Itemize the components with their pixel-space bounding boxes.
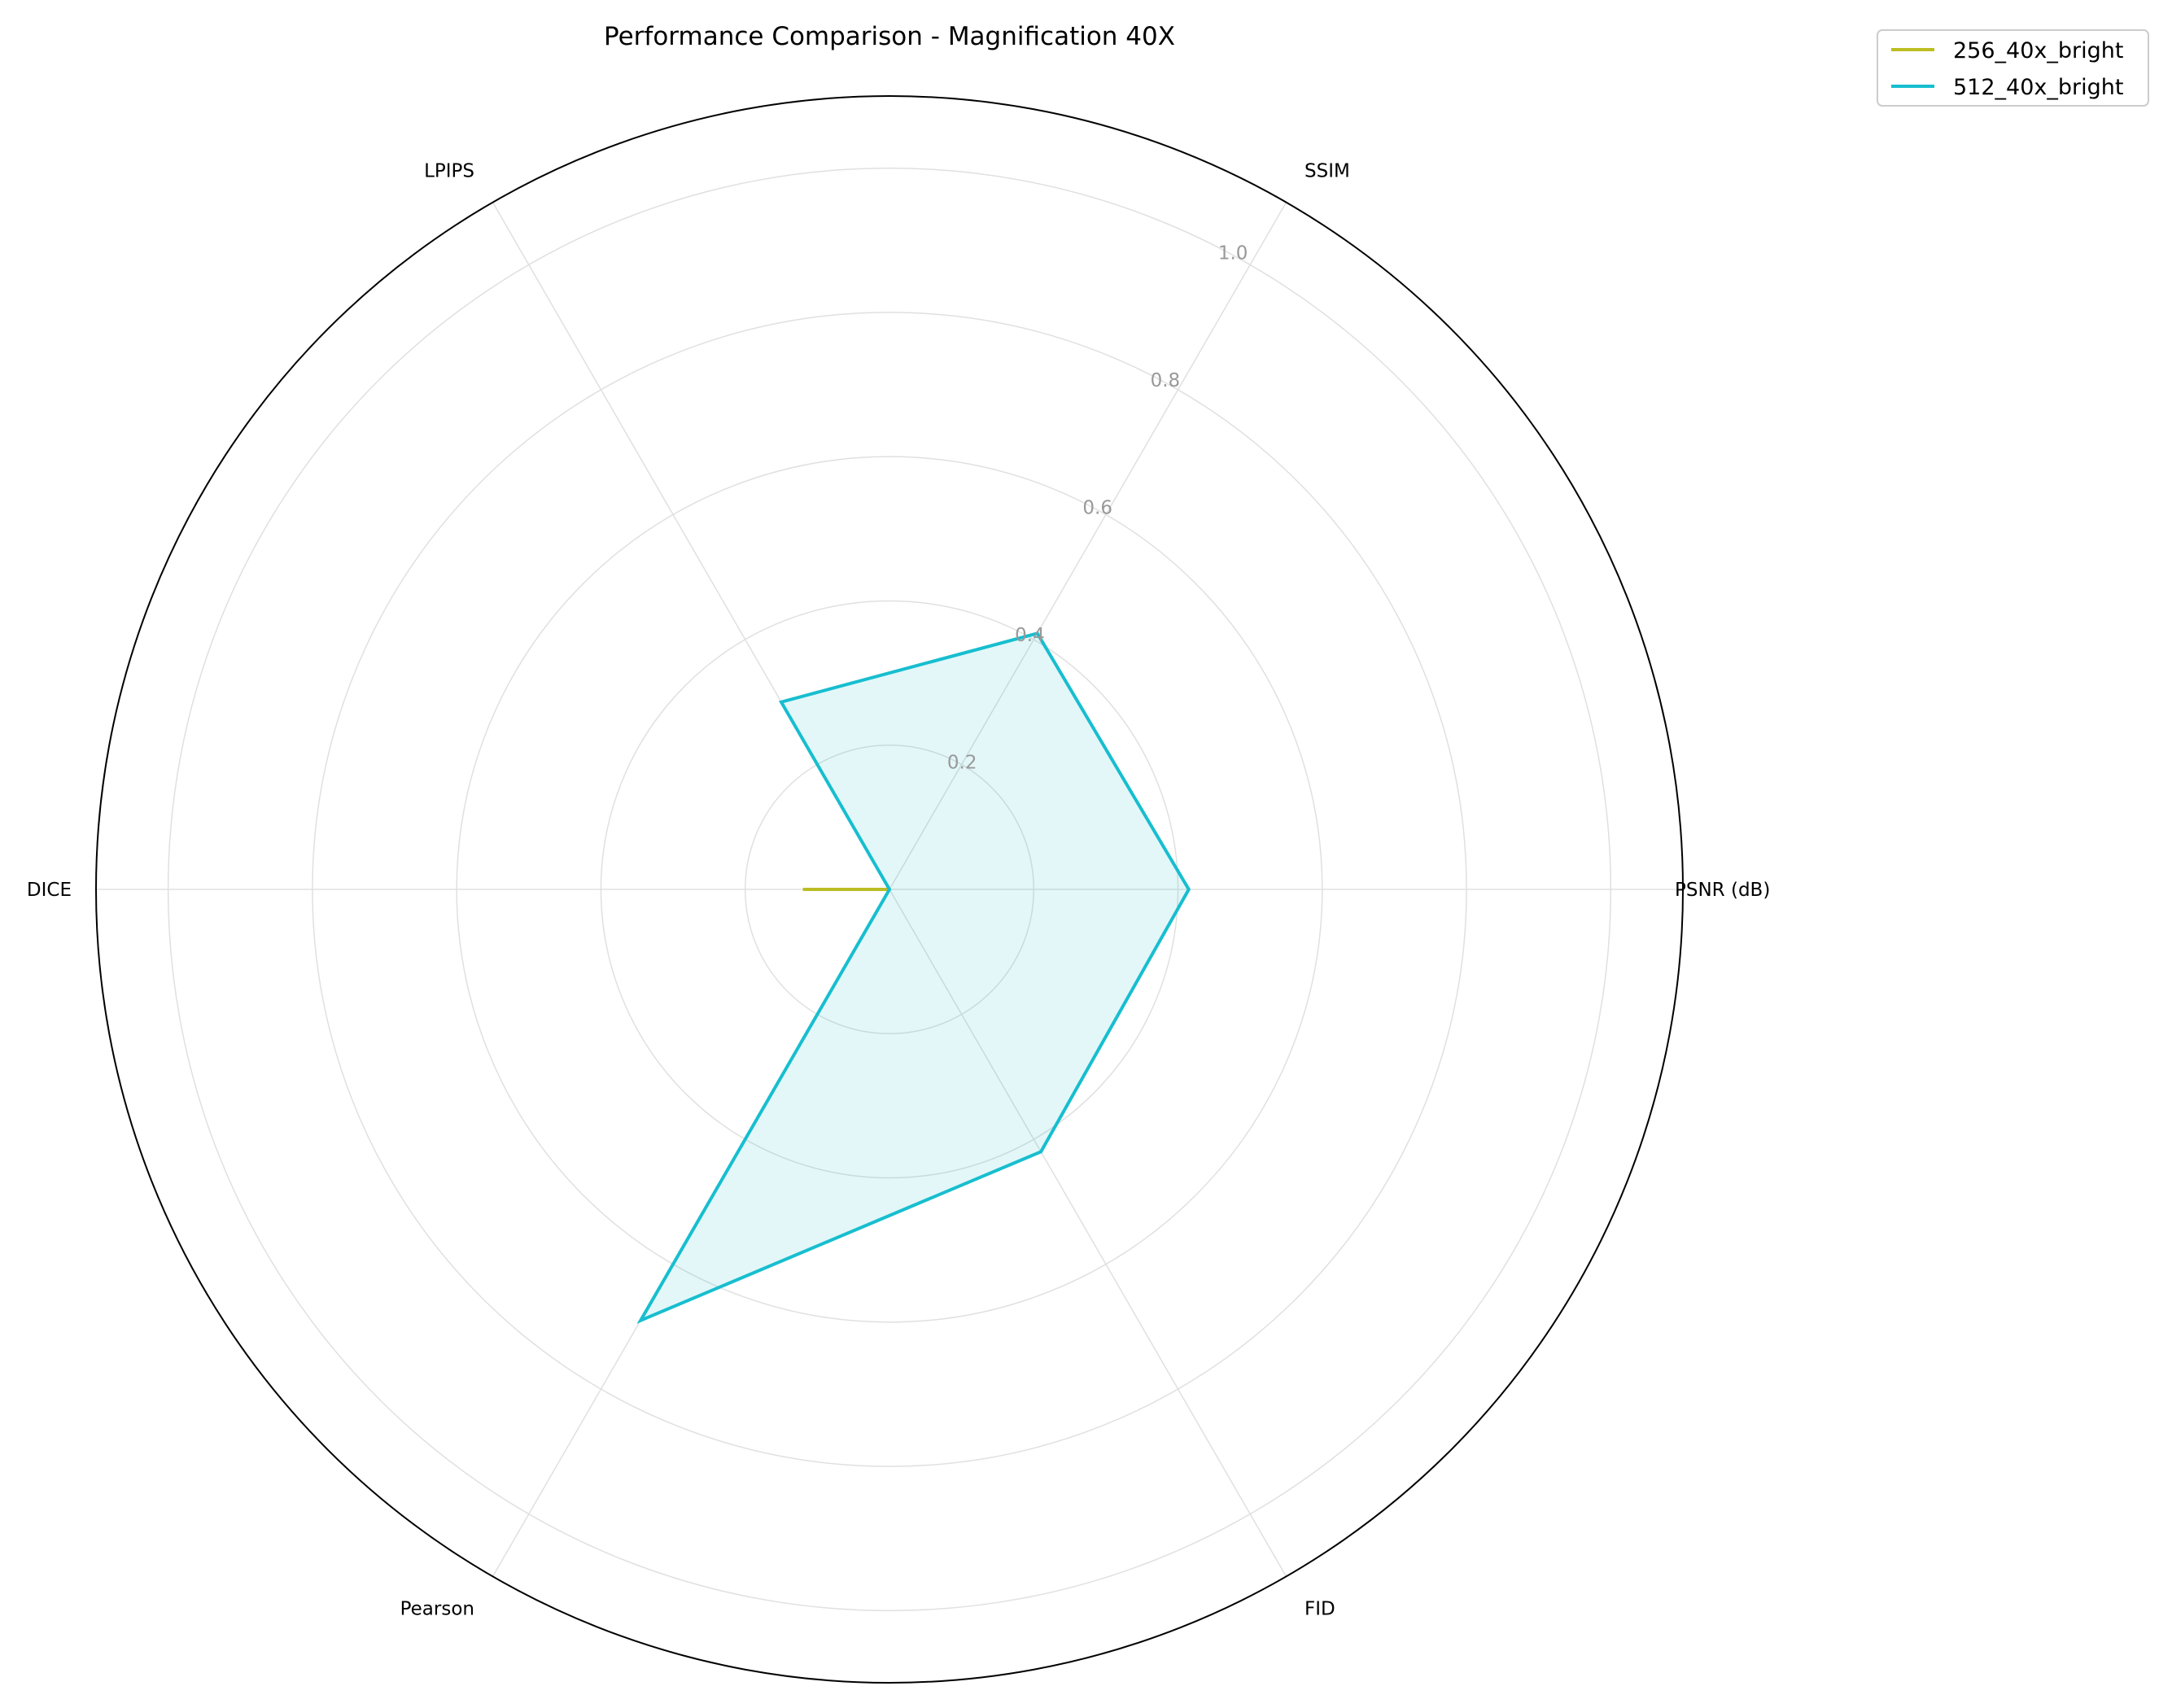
series-fill — [640, 633, 1189, 1321]
series-line — [636, 631, 1191, 1324]
radial-tick-label: 0.8 — [1151, 370, 1181, 391]
axis-label-layer: 0.2 0.4 0.6 0.8 1.0 PSNR (dB) SSIM LPIPS DICE Pea… — [27, 161, 1770, 1620]
radial-tick-label: 0.2 — [947, 752, 977, 773]
axis-label: LPIPS — [424, 161, 474, 182]
axis-label: SSIM — [1305, 161, 1350, 182]
axis-label: Pearson — [400, 1598, 474, 1619]
legend-frame — [1877, 29, 2149, 107]
axis-label: DICE — [27, 880, 72, 901]
radial-tick-label: 1.0 — [1218, 242, 1248, 264]
grid-spoke — [889, 202, 1287, 890]
legend-entry-label: 256_40x_bright — [1953, 38, 2123, 63]
grid-spoke — [889, 889, 1287, 1577]
polar-frame — [95, 95, 1684, 1684]
legend-entry-label: 512_40x_bright — [1953, 75, 2123, 100]
axis-label: FID — [1305, 1598, 1335, 1619]
series-layer — [636, 631, 1191, 1324]
axis-label: PSNR (dB) — [1675, 880, 1770, 901]
legend: 256_40x_bright 512_40x_bright — [1877, 29, 2149, 107]
chart-title: Performance Comparison - Magnification 4… — [604, 22, 1175, 51]
radial-tick-label: 0.4 — [1015, 625, 1045, 646]
radial-tick-label: 0.6 — [1082, 497, 1112, 518]
